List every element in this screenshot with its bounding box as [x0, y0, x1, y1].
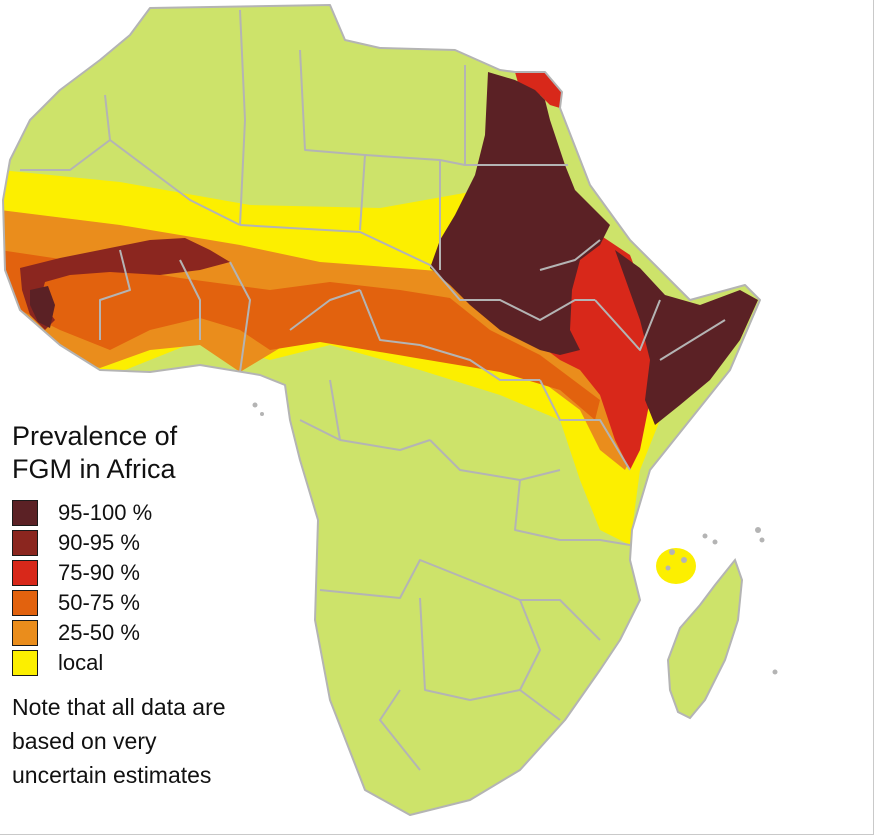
legend-title: Prevalence of FGM in Africa [12, 421, 178, 484]
border-line [99, 249, 131, 340]
legend-swatch [12, 650, 38, 676]
border-line [429, 439, 561, 481]
border-line [359, 289, 421, 346]
95-100-band-west [30, 286, 55, 328]
legend-item-50-75: 50-75 % [12, 588, 312, 618]
island-dot [755, 527, 761, 533]
legend-swatch [12, 620, 38, 646]
legend-label: 90-95 % [58, 530, 140, 555]
border-line [179, 259, 201, 340]
island-dot [665, 565, 671, 571]
islands [252, 402, 778, 720]
border-line [469, 579, 601, 641]
border-line [519, 599, 561, 721]
border-line [239, 9, 246, 226]
border-line [419, 597, 521, 701]
madagascar-island [666, 557, 744, 720]
90-95-band [20, 238, 230, 330]
border-line [289, 289, 361, 331]
border-line [2, 4, 761, 816]
country-borders [2, 4, 761, 816]
95-100-band-horn [615, 250, 758, 425]
border-line [319, 559, 471, 599]
border-line [429, 264, 595, 321]
legend-label: 95-100 % [58, 500, 153, 525]
island-dot [712, 539, 718, 545]
legend-swatch [12, 590, 38, 616]
island-dot [681, 557, 687, 563]
border-line [659, 319, 726, 361]
50-75-band [3, 250, 600, 420]
legend: Prevalence of FGM in Africa 95-100 % 90-… [12, 420, 312, 792]
border-line [419, 344, 540, 381]
legend-item-90-95: 90-95 % [12, 528, 312, 558]
legend-swatch [12, 500, 38, 526]
legend-label: 75-90 % [58, 560, 140, 585]
island-dot [252, 402, 258, 408]
75-90-band-north [515, 72, 562, 108]
border-line [514, 479, 631, 546]
border-line [20, 94, 111, 171]
border-line [464, 65, 568, 166]
legend-item-75-90: 75-90 % [12, 558, 312, 588]
border-line [539, 239, 601, 271]
border-line [329, 379, 341, 441]
legend-swatch [12, 560, 38, 586]
legend-label: 25-50 % [58, 620, 140, 645]
border-line [299, 49, 366, 231]
legend-item-25-50: 25-50 % [12, 618, 312, 648]
legend-note: Note that all data are based on very unc… [12, 694, 226, 788]
95-100-band [430, 72, 610, 355]
border-line [239, 224, 431, 266]
border-line [299, 419, 431, 451]
legend-item-95-100: 95-100 % [12, 498, 312, 528]
island-dot [702, 533, 708, 539]
island-dot [669, 549, 675, 555]
border-line [539, 379, 631, 471]
island-dot [260, 412, 264, 416]
legend-list: 95-100 % 90-95 % 75-90 % 50-75 % 25-50 %… [12, 498, 312, 678]
border-line [229, 261, 251, 373]
island-dot [759, 537, 765, 543]
island-local-yellow [656, 548, 696, 584]
legend-item-local: local [12, 648, 312, 678]
legend-label: 50-75 % [58, 590, 140, 615]
legend-label: local [58, 650, 104, 675]
legend-swatch [12, 530, 38, 556]
border-line [109, 139, 241, 226]
border-line [379, 689, 421, 771]
island-dot [772, 669, 778, 675]
border-line [594, 299, 661, 351]
